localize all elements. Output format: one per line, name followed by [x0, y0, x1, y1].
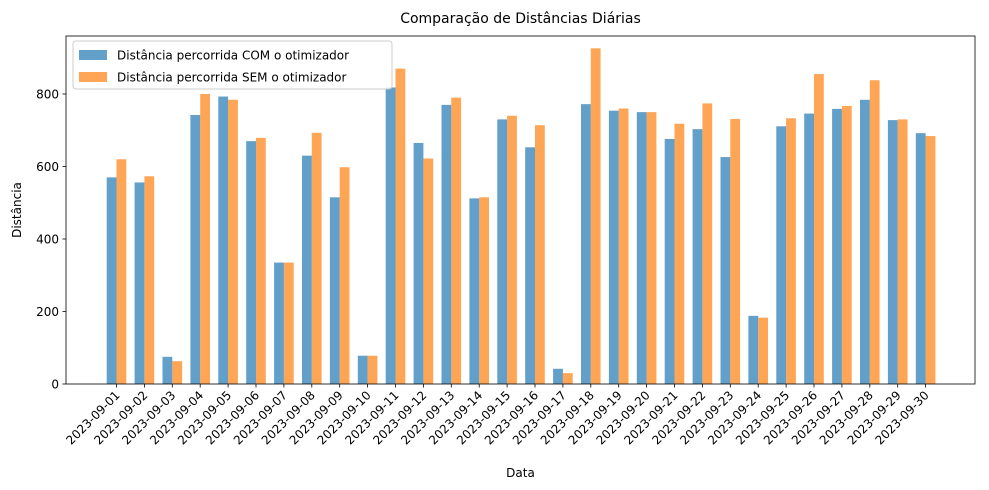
bar-sem-2023-09-27: [841, 105, 852, 385]
bar-sem-2023-09-03: [172, 361, 183, 384]
bar-com-2023-09-07: [274, 262, 284, 384]
bar-com-2023-09-22: [692, 129, 703, 384]
bar-sem-2023-09-17: [562, 373, 573, 385]
bar-sem-2023-09-04: [200, 94, 210, 384]
y-tick-label: 600: [36, 160, 59, 174]
x-axis-label: Data: [506, 466, 535, 480]
bar-sem-2023-09-14: [479, 197, 489, 384]
bar-com-2023-09-23: [720, 157, 731, 384]
bar-com-2023-09-14: [469, 198, 480, 384]
bar-sem-2023-09-01: [116, 159, 127, 384]
bar-sem-2023-09-15: [507, 115, 517, 384]
bar-com-2023-09-04: [190, 115, 201, 385]
legend-swatch-sem: [79, 72, 107, 82]
bar-sem-2023-09-18: [590, 48, 601, 384]
bar-sem-2023-09-05: [228, 99, 238, 385]
chart-title: Comparação de Distâncias Diárias: [400, 11, 641, 27]
bar-com-2023-09-13: [441, 104, 452, 385]
bar-com-2023-09-15: [497, 119, 508, 385]
y-axis-label: Distância: [10, 182, 24, 238]
bar-com-2023-09-28: [860, 99, 870, 385]
plot-frame: [65, 35, 976, 385]
bar-sem-2023-09-25: [786, 118, 796, 384]
bar-sem-2023-09-12: [423, 158, 434, 384]
bar-sem-2023-09-28: [869, 80, 880, 384]
bar-com-2023-09-29: [887, 120, 898, 384]
bar-sem-2023-09-19: [618, 108, 629, 384]
bar-sem-2023-09-16: [535, 125, 545, 385]
bar-sem-2023-09-21: [674, 123, 685, 384]
bar-sem-2023-09-29: [897, 119, 908, 385]
bar-com-2023-09-12: [413, 142, 424, 384]
bar-com-2023-09-18: [581, 104, 591, 385]
bar-sem-2023-09-30: [925, 136, 936, 384]
bar-sem-2023-09-10: [367, 355, 378, 384]
y-tick-label: 200: [36, 305, 59, 319]
legend-label-com: Distância percorrida COM o otimizador: [117, 49, 349, 63]
legend-swatch-com: [79, 50, 107, 60]
bar-sem-2023-09-06: [256, 137, 266, 384]
bar-com-2023-09-02: [134, 182, 145, 384]
bar-com-2023-09-30: [915, 133, 926, 384]
bar-com-2023-09-26: [804, 113, 814, 384]
bar-sem-2023-09-24: [758, 317, 768, 384]
legend-box: [72, 40, 393, 90]
bar-com-2023-09-10: [357, 355, 368, 384]
bar-sem-2023-09-02: [144, 176, 155, 384]
bar-com-2023-09-21: [664, 138, 675, 384]
bar-com-2023-09-05: [218, 96, 229, 384]
bar-sem-2023-09-13: [451, 97, 462, 385]
bar-com-2023-09-03: [162, 356, 173, 384]
bar-com-2023-09-25: [776, 126, 787, 384]
bar-sem-2023-09-08: [311, 132, 322, 384]
bar-sem-2023-09-23: [730, 119, 741, 384]
bar-com-2023-09-27: [832, 108, 842, 385]
bar-sem-2023-09-22: [702, 103, 713, 385]
bar-com-2023-09-09: [329, 197, 340, 384]
bar-com-2023-09-01: [106, 177, 117, 385]
bar-sem-2023-09-26: [814, 74, 824, 384]
bar-sem-2023-09-07: [283, 262, 294, 384]
bar-com-2023-09-06: [246, 141, 256, 385]
bar-com-2023-09-19: [608, 110, 619, 385]
bar-com-2023-09-11: [385, 87, 396, 384]
bar-sem-2023-09-20: [646, 112, 657, 385]
bar-com-2023-09-08: [302, 155, 312, 385]
plot-area: 02004006008002023-09-012023-09-022023-09…: [36, 35, 976, 447]
legend-label-sem: Distância percorrida SEM o otimizador: [117, 71, 347, 85]
bar-com-2023-09-16: [525, 147, 535, 384]
bar-sem-2023-09-11: [395, 68, 406, 385]
bar-com-2023-09-17: [553, 368, 563, 384]
y-tick-label: 0: [51, 377, 59, 391]
bar-com-2023-09-20: [636, 112, 647, 385]
y-tick-label: 800: [36, 87, 59, 101]
y-tick-label: 400: [36, 232, 59, 246]
bar-com-2023-09-24: [748, 315, 759, 384]
bar-sem-2023-09-09: [339, 167, 350, 384]
